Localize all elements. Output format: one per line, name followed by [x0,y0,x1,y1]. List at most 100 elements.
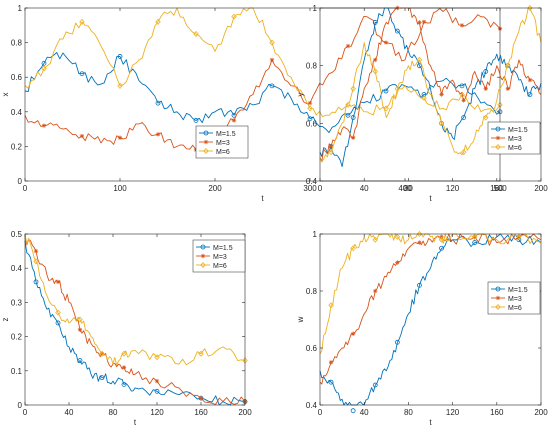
x-tick-label: 120 [150,408,164,417]
data-point [193,118,199,123]
y-tick-label: 0.2 [11,142,23,151]
y-tick-label: 0.4 [11,108,23,117]
data-point [505,86,511,91]
x-tick-label: 0 [23,408,28,417]
y-tick-label: 0.8 [306,287,318,296]
x-tick-label: 0 [318,184,323,193]
data-point [421,92,427,97]
data-point [471,233,478,240]
data-point [307,116,313,122]
data-point [439,92,444,97]
data-point [372,20,378,25]
x-tick-label: 160 [490,408,504,417]
data-point [154,388,160,394]
data-point [395,260,400,265]
data-point [198,350,204,357]
x-tick-label: 80 [404,408,413,417]
data-point [527,5,533,11]
series-line-M=6 [319,7,542,163]
data-point [121,382,127,387]
data-point [33,279,39,285]
data-point [231,13,237,20]
legend-marker [203,148,209,154]
plot-area [24,233,246,406]
data-point [33,248,39,254]
x-axis-label: t [429,194,432,203]
data-point [79,71,85,77]
data-point [383,88,389,94]
x-tick-label: 120 [446,408,460,417]
plot-area [24,7,501,182]
y-axis-label: x [1,93,10,97]
series-line-M=6 [24,233,246,366]
y-tick-label: 0.1 [11,367,23,376]
legend-marker [495,144,501,150]
legend-label: M=6 [213,263,227,270]
data-point [79,133,85,139]
series-line-M=1.5 [319,233,542,406]
data-point [417,282,422,288]
series-line-M=3 [24,237,246,405]
legend-label: M=6 [508,145,522,152]
legend-label: M=6 [508,305,522,312]
legend-marker [495,295,501,301]
y-tick-label: 0.6 [306,119,318,128]
y-panel: 0 40 80 120 160 200 0.4 0.6 0.8 1 t y M=1.5 M=3 M=6 [296,4,548,203]
w-panel: 0 40 80 120 160 200 0.4 0.6 0.8 1 t w M=1.5 M=3 M=6 [296,230,548,427]
data-point [505,62,511,69]
data-point [345,43,351,49]
data-point [417,63,422,69]
data-point [117,82,123,89]
data-point [483,114,489,121]
data-point [328,144,334,149]
data-point [77,327,83,332]
legend-marker [200,262,206,268]
data-point [155,100,161,106]
data-point [421,19,427,25]
data-point [307,105,313,112]
legend-label: M=3 [508,296,522,303]
data-point [350,115,356,120]
data-point [55,320,61,326]
series-line-M=6 [24,7,501,118]
data-point [383,40,389,45]
data-point [345,101,351,108]
y-axis-label: w [296,316,305,323]
data-point [350,245,356,252]
plot-area [319,7,542,182]
x-tick-label: 300 [303,184,317,193]
y-tick-label: 0.4 [11,264,23,273]
data-point [79,18,85,25]
data-point [417,20,422,25]
legend-label: M=3 [508,136,522,143]
data-point [77,316,83,323]
x-tick-label: 40 [360,184,369,193]
data-point [99,375,105,381]
data-point [372,68,378,75]
data-point [41,65,47,72]
data-point [438,236,445,243]
data-point [117,54,123,59]
legend: M=1.5 M=3 M=6 [487,281,541,315]
data-point [350,85,356,92]
data-point [154,378,160,384]
x-tick-label: 160 [490,184,504,193]
data-point [417,240,422,245]
legend-marker [200,253,206,259]
legend-marker [200,244,206,250]
data-point [516,233,522,240]
data-point [269,83,275,89]
legend-label: M=1.5 [508,127,528,134]
data-point [459,83,465,89]
x-axis-label: t [429,418,432,427]
data-point [328,360,334,365]
legend-label: M=1.5 [213,245,233,252]
data-point [117,135,123,140]
x-panel: 0 100 200 300 400 50000.20.40.60.81txM=1.5M=3… [1,4,507,203]
data-point [121,365,127,370]
data-point [55,309,61,316]
legend: M=1.5 M=3 M=6 [195,125,249,159]
data-point [460,149,467,156]
y-tick-label: 1 [18,4,23,13]
